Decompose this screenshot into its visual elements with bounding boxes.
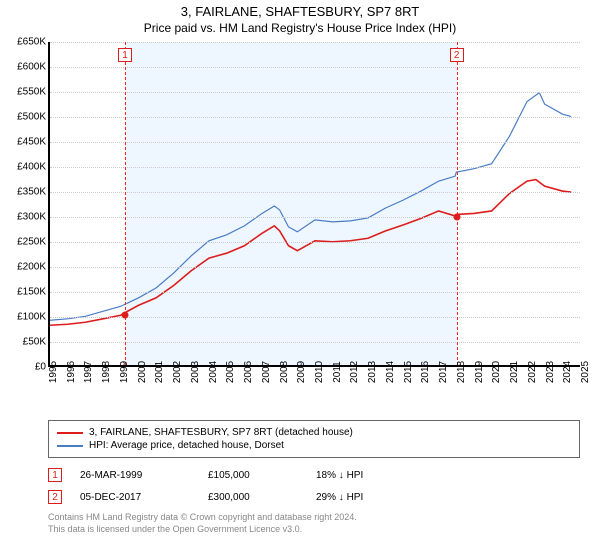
x-axis-label: 1999 (119, 361, 130, 383)
y-axis-label: £400K (17, 162, 46, 173)
x-axis-label: 2023 (545, 361, 556, 383)
sale-row: 2 05-DEC-2017 £300,000 29% ↓ HPI (48, 486, 580, 508)
x-axis-label: 2004 (208, 361, 219, 383)
x-axis-label: 2025 (580, 361, 591, 383)
legend-swatch (57, 432, 83, 434)
x-axis-label: 2002 (172, 361, 183, 383)
legend-swatch (57, 445, 83, 447)
x-axis-label: 2022 (527, 361, 538, 383)
gridline (50, 192, 580, 193)
sale-point (122, 311, 129, 318)
x-axis-label: 2013 (367, 361, 378, 383)
disclaimer-line: This data is licensed under the Open Gov… (48, 524, 580, 536)
x-axis-label: 2005 (225, 361, 236, 383)
gridline (50, 242, 580, 243)
x-axis-label: 2010 (314, 361, 325, 383)
y-axis-label: £500K (17, 112, 46, 123)
y-axis-label: £100K (17, 312, 46, 323)
y-axis-label: £250K (17, 237, 46, 248)
sale-price: £300,000 (208, 492, 298, 503)
sale-marker: 2 (48, 490, 62, 504)
x-axis-label: 2001 (154, 361, 165, 383)
legend-box: 3, FAIRLANE, SHAFTESBURY, SP7 8RT (detac… (48, 420, 580, 458)
x-axis-label: 2020 (491, 361, 502, 383)
series-line (50, 93, 571, 321)
x-axis-label: 1997 (83, 361, 94, 383)
gridline (50, 167, 580, 168)
sale-marker: 1 (48, 468, 62, 482)
chart-container: 3, FAIRLANE, SHAFTESBURY, SP7 8RT Price … (0, 0, 600, 560)
gridline (50, 67, 580, 68)
gridline (50, 117, 580, 118)
sale-divider (457, 42, 458, 365)
x-axis-label: 1995 (48, 361, 59, 383)
y-axis-label: £550K (17, 87, 46, 98)
x-axis-label: 2015 (403, 361, 414, 383)
legend-series-label: 3, FAIRLANE, SHAFTESBURY, SP7 8RT (detac… (89, 427, 353, 438)
gridline (50, 42, 580, 43)
x-axis-label: 2008 (279, 361, 290, 383)
sale-row: 1 26-MAR-1999 £105,000 18% ↓ HPI (48, 464, 580, 486)
y-axis-label: £650K (17, 37, 46, 48)
disclaimer-line: Contains HM Land Registry data © Crown c… (48, 512, 580, 524)
gridline (50, 142, 580, 143)
chart-area: 12 £0£50K£100K£150K£200K£250K£300K£350K£… (0, 42, 600, 412)
x-axis-label: 2011 (332, 361, 343, 383)
legend-row: HPI: Average price, detached house, Dors… (57, 440, 571, 451)
legend-block: 3, FAIRLANE, SHAFTESBURY, SP7 8RT (detac… (48, 420, 580, 535)
x-axis-label: 2016 (420, 361, 431, 383)
x-axis-label: 2024 (562, 361, 573, 383)
x-axis-label: 2003 (190, 361, 201, 383)
x-axis-label: 2017 (438, 361, 449, 383)
y-axis-label: £450K (17, 137, 46, 148)
x-axis-label: 2000 (137, 361, 148, 383)
x-axis-label: 2021 (509, 361, 520, 383)
gridline (50, 342, 580, 343)
gridline (50, 92, 580, 93)
x-axis-label: 2009 (296, 361, 307, 383)
chart-title-address: 3, FAIRLANE, SHAFTESBURY, SP7 8RT (0, 4, 600, 19)
sale-diff: 18% ↓ HPI (316, 470, 363, 481)
x-axis-label: 2019 (474, 361, 485, 383)
title-block: 3, FAIRLANE, SHAFTESBURY, SP7 8RT Price … (0, 0, 600, 35)
gridline (50, 267, 580, 268)
x-axis-label: 1998 (101, 361, 112, 383)
sale-price: £105,000 (208, 470, 298, 481)
y-axis-label: £0 (35, 362, 46, 373)
sale-point (453, 214, 460, 221)
legend-series-label: HPI: Average price, detached house, Dors… (89, 440, 284, 451)
sale-date: 26-MAR-1999 (80, 470, 190, 481)
y-axis-label: £350K (17, 187, 46, 198)
x-axis-label: 2012 (349, 361, 360, 383)
legend-row: 3, FAIRLANE, SHAFTESBURY, SP7 8RT (detac… (57, 427, 571, 438)
x-axis-label: 2007 (261, 361, 272, 383)
sale-diff: 29% ↓ HPI (316, 492, 363, 503)
sale-date: 05-DEC-2017 (80, 492, 190, 503)
sales-table: 1 26-MAR-1999 £105,000 18% ↓ HPI 2 05-DEC-201… (48, 464, 580, 508)
gridline (50, 292, 580, 293)
y-axis-label: £50K (23, 337, 46, 348)
y-axis-label: £150K (17, 287, 46, 298)
chart-title-subtitle: Price paid vs. HM Land Registry's House … (0, 21, 600, 35)
sale-marker: 2 (450, 48, 464, 62)
disclaimer: Contains HM Land Registry data © Crown c… (48, 512, 580, 535)
x-axis-label: 1996 (66, 361, 77, 383)
x-axis-label: 2014 (385, 361, 396, 383)
gridline (50, 317, 580, 318)
y-axis-label: £200K (17, 262, 46, 273)
plot-area: 12 (48, 42, 580, 367)
y-axis-label: £600K (17, 62, 46, 73)
x-axis-label: 2006 (243, 361, 254, 383)
gridline (50, 217, 580, 218)
x-axis-label: 2018 (456, 361, 467, 383)
y-axis-label: £300K (17, 212, 46, 223)
sale-marker: 1 (118, 48, 132, 62)
